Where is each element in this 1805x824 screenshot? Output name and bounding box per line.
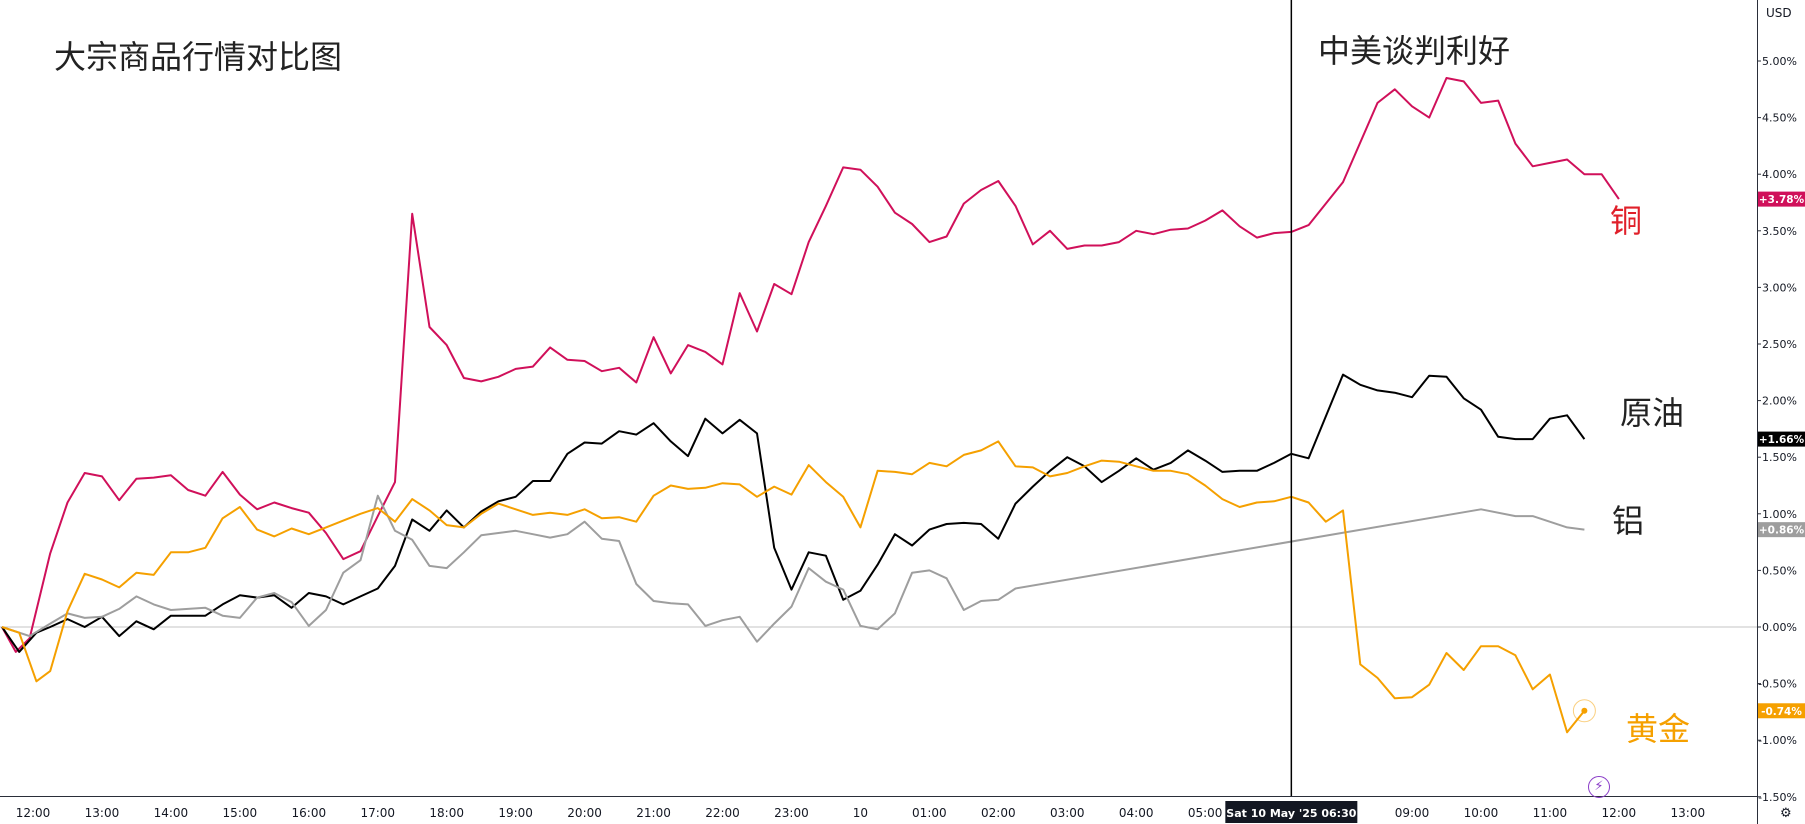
series-line-2 (1, 494, 1585, 643)
y-tick-label: 4.50% (1762, 112, 1797, 125)
x-tick-label: 10:00 (1464, 806, 1499, 820)
y-tick-label: 0.50% (1762, 564, 1797, 577)
series-label-copper: 铜 (1610, 202, 1643, 240)
y-tick-label: 1.00% (1762, 508, 1797, 521)
x-tick-label: 04:00 (1119, 806, 1154, 820)
x-tick-label: 22:00 (705, 806, 740, 820)
lightning-icon[interactable]: ⚡ (1588, 776, 1610, 798)
last-value-badge (1758, 431, 1805, 447)
y-tick-label: -1.50% (1758, 791, 1797, 804)
x-tick-label: 05:00 (1188, 806, 1223, 820)
x-tick-label: 23:00 (774, 806, 809, 820)
x-tick-label: 11:00 (1533, 806, 1568, 820)
x-tick-label: 01:00 (912, 806, 947, 820)
y-tick-label: 2.00% (1762, 395, 1797, 408)
x-tick-label: 21:00 (636, 806, 671, 820)
x-tick-label: 12:00 (1602, 806, 1637, 820)
x-tick-label: 10 (853, 806, 868, 820)
x-tick-label: 13:00 (85, 806, 120, 820)
series-line-0 (1, 77, 1620, 653)
y-tick-label: 2.50% (1762, 338, 1797, 351)
y-tick-label: -1.00% (1758, 734, 1797, 747)
y-tick-label: 4.00% (1762, 168, 1797, 181)
series-label-aluminum: 铝 (1612, 502, 1645, 540)
last-value-label: +1.66% (1759, 434, 1805, 446)
x-tick-label: 16:00 (292, 806, 327, 820)
x-tick-label: 02:00 (981, 806, 1016, 820)
x-tick-label: 09:00 (1395, 806, 1430, 820)
series-line-3 (1, 440, 1586, 734)
last-value-badge (1758, 191, 1805, 207)
x-tick-label: 12:00 (16, 806, 51, 820)
x-tick-label: 03:00 (1050, 806, 1085, 820)
y-tick-label: 3.00% (1762, 281, 1797, 294)
x-tick-label: 13:00 (1671, 806, 1706, 820)
x-tick-label: 18:00 (429, 806, 464, 820)
currency-selector[interactable]: USD (1766, 6, 1792, 20)
crosshair-time-label: Sat 10 May '25 06:30 (1226, 807, 1356, 820)
y-tick-label: 1.50% (1762, 451, 1797, 464)
y-tick-label: 5.00% (1762, 55, 1797, 68)
last-value-label: -0.74% (1761, 706, 1802, 718)
y-tick-label: 0.00% (1762, 621, 1797, 634)
x-tick-label: 14:00 (154, 806, 189, 820)
x-tick-label: 17:00 (360, 806, 395, 820)
crosshair-time-box (1225, 801, 1358, 823)
series-label-gold: 黄金 (1626, 710, 1691, 748)
last-value-badge (1758, 522, 1805, 538)
marker-layer: Sat 10 May '25 06:30 +3.78% +1.66% +0.86% -0… (1225, 0, 1805, 823)
chart-title: 大宗商品行情对比图 (54, 38, 343, 76)
series-label-oil: 原油 (1620, 394, 1685, 432)
series-layer (1, 77, 1620, 734)
last-point-dot (1581, 707, 1588, 714)
y-tick-label: -0.50% (1758, 678, 1797, 691)
last-value-label: +0.86% (1759, 525, 1805, 537)
last-point-halo (1572, 699, 1596, 723)
y-tick-label: 3.50% (1762, 225, 1797, 238)
x-tick-label: 20:00 (567, 806, 602, 820)
event-annotation: 中美谈判利好 (1318, 32, 1511, 70)
settings-gear-icon[interactable]: ⚙ (1780, 806, 1792, 821)
x-tick-label: 19:00 (498, 806, 533, 820)
series-line-1 (1, 373, 1586, 653)
last-value-label: +3.78% (1759, 194, 1805, 206)
x-tick-label: 15:00 (223, 806, 258, 820)
last-value-badge (1758, 703, 1805, 719)
